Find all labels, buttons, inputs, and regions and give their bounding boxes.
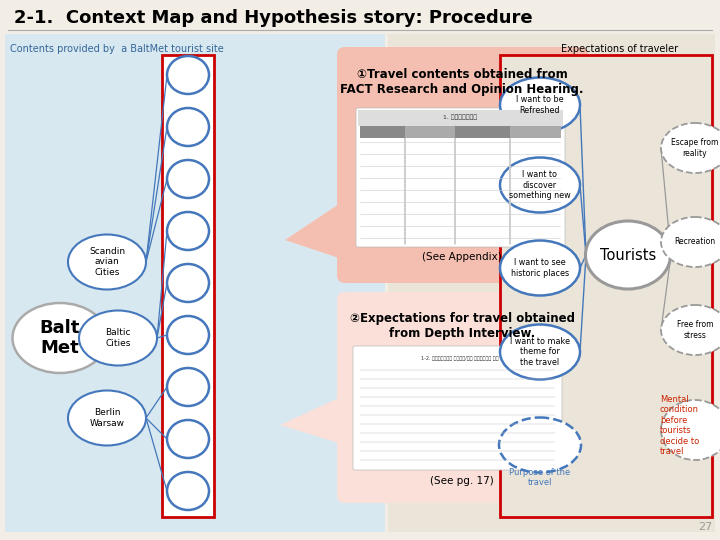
Ellipse shape bbox=[661, 123, 720, 173]
Text: Recreation: Recreation bbox=[675, 238, 716, 246]
Text: Mental
condition
before
tourists
decide to
travel: Mental condition before tourists decide … bbox=[660, 395, 699, 456]
Ellipse shape bbox=[12, 303, 107, 373]
Text: 1-2. アドバイス前回 ビジネス/観光 インタビュー 内容: 1-2. アドバイス前回 ビジネス/観光 インタビュー 内容 bbox=[421, 356, 499, 361]
FancyBboxPatch shape bbox=[405, 126, 455, 138]
FancyBboxPatch shape bbox=[353, 346, 562, 470]
Text: I want to see
historic places: I want to see historic places bbox=[511, 258, 569, 278]
Ellipse shape bbox=[167, 108, 209, 146]
Text: ②Expectations for travel obtained
from Depth Interview.: ②Expectations for travel obtained from D… bbox=[349, 312, 575, 340]
Text: 1. アドバイス前回: 1. アドバイス前回 bbox=[443, 114, 477, 120]
Text: 27: 27 bbox=[698, 522, 712, 532]
Ellipse shape bbox=[661, 305, 720, 355]
Ellipse shape bbox=[167, 160, 209, 198]
FancyBboxPatch shape bbox=[356, 108, 565, 247]
Ellipse shape bbox=[500, 78, 580, 132]
Text: Tourists: Tourists bbox=[600, 247, 656, 262]
Ellipse shape bbox=[167, 316, 209, 354]
Ellipse shape bbox=[167, 420, 209, 458]
Ellipse shape bbox=[167, 56, 209, 94]
Ellipse shape bbox=[585, 221, 670, 289]
FancyBboxPatch shape bbox=[337, 292, 588, 503]
Text: Purpose of the
travel: Purpose of the travel bbox=[509, 468, 571, 488]
Polygon shape bbox=[285, 200, 345, 260]
Text: Expectations of traveler: Expectations of traveler bbox=[562, 44, 678, 54]
Text: (See pg. 17): (See pg. 17) bbox=[430, 476, 494, 486]
FancyBboxPatch shape bbox=[388, 34, 715, 532]
FancyBboxPatch shape bbox=[5, 34, 385, 532]
Ellipse shape bbox=[500, 325, 580, 380]
Ellipse shape bbox=[68, 234, 146, 289]
FancyBboxPatch shape bbox=[360, 126, 405, 138]
FancyBboxPatch shape bbox=[162, 55, 214, 517]
Ellipse shape bbox=[167, 264, 209, 302]
Text: I want to be
Refreshed: I want to be Refreshed bbox=[516, 95, 564, 114]
FancyBboxPatch shape bbox=[455, 126, 510, 138]
Ellipse shape bbox=[167, 368, 209, 406]
Ellipse shape bbox=[661, 400, 720, 460]
Text: Baltic
Cities: Baltic Cities bbox=[105, 328, 131, 348]
Ellipse shape bbox=[500, 240, 580, 295]
Ellipse shape bbox=[661, 217, 720, 267]
Ellipse shape bbox=[499, 417, 581, 472]
Text: Balt
Met: Balt Met bbox=[40, 319, 80, 357]
Ellipse shape bbox=[167, 212, 209, 250]
Polygon shape bbox=[280, 395, 345, 445]
Text: Contents provided by  a BaltMet tourist site: Contents provided by a BaltMet tourist s… bbox=[10, 44, 224, 54]
Ellipse shape bbox=[167, 472, 209, 510]
FancyBboxPatch shape bbox=[358, 110, 563, 126]
Text: (See Appendix): (See Appendix) bbox=[422, 252, 502, 262]
Ellipse shape bbox=[68, 390, 146, 445]
Text: Escape from
reality: Escape from reality bbox=[671, 138, 719, 158]
FancyBboxPatch shape bbox=[337, 47, 588, 283]
Ellipse shape bbox=[500, 158, 580, 213]
FancyBboxPatch shape bbox=[500, 55, 712, 517]
Text: I want to
discover
something new: I want to discover something new bbox=[509, 170, 571, 200]
Text: Berlin
Warsaw: Berlin Warsaw bbox=[89, 408, 125, 428]
Text: Free from
stress: Free from stress bbox=[677, 320, 714, 340]
Text: 2-1.  Context Map and Hypothesis story: Procedure: 2-1. Context Map and Hypothesis story: P… bbox=[14, 9, 533, 27]
FancyBboxPatch shape bbox=[510, 126, 561, 138]
Text: Scandin
avian
Cities: Scandin avian Cities bbox=[89, 247, 125, 277]
Text: ①Travel contents obtained from
FACT Research and Opinion Hearing.: ①Travel contents obtained from FACT Rese… bbox=[341, 68, 584, 96]
Ellipse shape bbox=[79, 310, 157, 366]
Text: I want to make
theme for
the travel: I want to make theme for the travel bbox=[510, 337, 570, 367]
